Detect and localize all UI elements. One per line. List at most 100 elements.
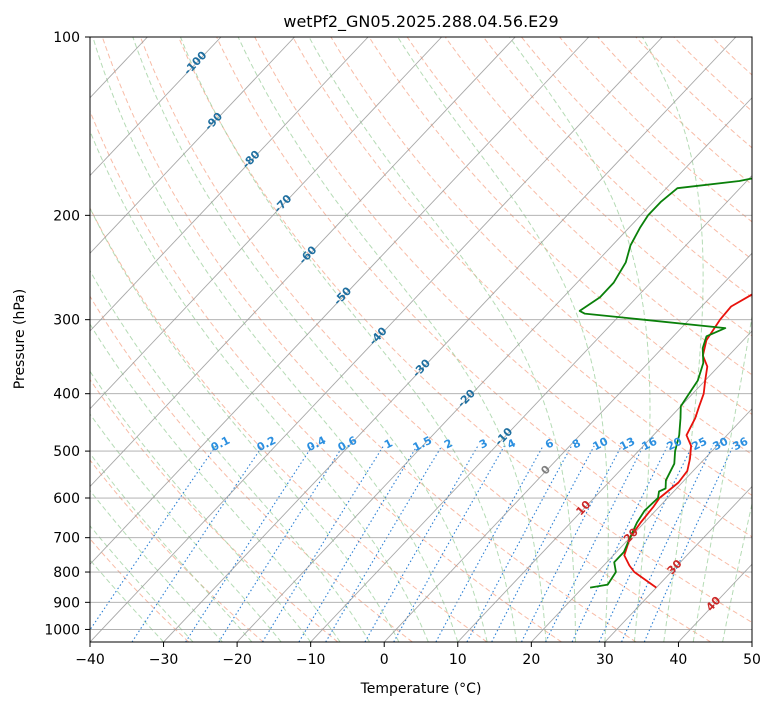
mixing-ratio-label: 13 xyxy=(618,435,638,454)
isotherm xyxy=(751,641,752,642)
mixing-ratio-line xyxy=(298,445,418,642)
x-tick-label: 50 xyxy=(743,652,761,668)
isotherm xyxy=(90,37,369,332)
dry-adiabat xyxy=(368,37,752,415)
isotherm xyxy=(678,563,752,642)
moist-adiabat xyxy=(397,37,609,642)
mixing-ratio-label: 3 xyxy=(477,436,490,451)
moist-adiabat xyxy=(132,37,488,642)
dry-adiabat xyxy=(520,37,752,261)
isotherm xyxy=(90,37,442,410)
x-tick-label: −40 xyxy=(75,652,105,668)
y-tick-label: 1000 xyxy=(44,622,80,638)
dry-adiabat xyxy=(596,37,752,186)
mixing-ratio-line xyxy=(90,445,217,631)
isotherm xyxy=(163,37,737,642)
dry-adiabat xyxy=(90,109,562,642)
isotherm-label: -100 xyxy=(181,48,210,77)
isotherm xyxy=(90,37,222,177)
profile-lines xyxy=(578,177,752,589)
isotherm-label: -70 xyxy=(271,192,294,216)
isotherm xyxy=(90,37,516,488)
moist-adiabat xyxy=(692,313,752,642)
isotherm xyxy=(383,252,752,642)
isotherm xyxy=(236,97,752,642)
mixing-ratio-line xyxy=(218,445,344,642)
moist-adiabat xyxy=(722,501,752,642)
isotherm-label: -40 xyxy=(367,324,390,348)
moist-adiabat xyxy=(508,37,651,642)
moist-adiabat xyxy=(90,129,429,642)
dry-adiabat xyxy=(292,37,752,496)
moist-adiabat xyxy=(92,37,459,642)
temperature-line xyxy=(623,293,752,589)
mixing-ratio-line xyxy=(491,445,595,642)
x-tick-label: 10 xyxy=(449,652,467,668)
chart-title: wetPf2_GN05.2025.288.04.56.E29 xyxy=(283,12,558,32)
dry-adiabat xyxy=(635,37,752,149)
moist-adiabat xyxy=(641,37,704,642)
mixing-ratio-label: 6 xyxy=(543,436,556,451)
mixing-ratio-label: 16 xyxy=(640,435,660,454)
isotherm xyxy=(90,37,590,565)
dry-adiabat xyxy=(254,37,752,538)
dry-adiabat xyxy=(558,37,752,223)
moist-adiabat xyxy=(90,413,282,642)
isotherm xyxy=(457,330,752,642)
moist-adiabat xyxy=(179,37,518,642)
mixing-ratio-line xyxy=(262,445,384,642)
mixing-ratio-line xyxy=(325,445,443,642)
x-tick-label: 40 xyxy=(670,652,688,668)
x-tick-label: 20 xyxy=(522,652,540,668)
plot-frame xyxy=(89,36,753,643)
mixing-ratio-line xyxy=(545,445,644,642)
dry-adiabat xyxy=(444,37,752,337)
x-tick-label: −20 xyxy=(222,652,252,668)
mixing-ratio-label: 20 xyxy=(665,435,685,454)
dry-adiabat xyxy=(330,37,752,456)
moist-adiabat xyxy=(90,269,370,642)
isotherm-label: -20 xyxy=(455,387,478,411)
mixing-ratio-line xyxy=(571,445,669,642)
isotherm-label: 10 xyxy=(573,498,593,518)
x-tick-label: −30 xyxy=(149,652,179,668)
dry-adiabat xyxy=(216,37,752,580)
mixing-ratio-label: 36 xyxy=(731,435,751,454)
moist-adiabat xyxy=(90,323,341,642)
isotherm-label: -30 xyxy=(410,356,433,380)
isotherm-label: 20 xyxy=(621,525,641,545)
x-tick-label: 0 xyxy=(380,652,389,668)
moist-adiabat xyxy=(308,37,576,642)
isotherm-label: 40 xyxy=(703,594,723,614)
dry-adiabat xyxy=(482,37,752,299)
mixing-ratio-label: 1 xyxy=(382,436,395,451)
mixing-ratio-line xyxy=(185,445,313,642)
dry-adiabat xyxy=(90,459,264,642)
mixing-ratio-line xyxy=(364,445,479,642)
dry-adiabat xyxy=(749,37,752,40)
x-tick-label: 30 xyxy=(596,652,614,668)
x-tick-label: −10 xyxy=(296,652,326,668)
mixing-ratio-line xyxy=(131,445,263,642)
dry-adiabat xyxy=(90,295,413,642)
moist-adiabat xyxy=(90,489,223,642)
moist-adiabat xyxy=(237,37,547,642)
y-axis-label: Pressure (hPa) xyxy=(12,289,28,389)
y-tick-label: 800 xyxy=(53,565,80,581)
mixing-ratio-line xyxy=(435,445,544,642)
y-tick-label: 900 xyxy=(53,595,80,611)
mixing-ratio-line xyxy=(621,445,714,642)
moist-adiabat xyxy=(90,559,164,642)
dry-adiabat xyxy=(673,37,752,112)
y-tick-label: 700 xyxy=(53,531,80,547)
y-tick-label: 500 xyxy=(53,444,80,460)
isotherm xyxy=(531,408,752,642)
mixing-ratio-label: 30 xyxy=(711,435,731,454)
isotherm-label-zero: 0 xyxy=(538,463,553,478)
isotherm xyxy=(604,485,752,642)
y-tick-label: 400 xyxy=(53,387,80,403)
mixing-ratio-label: 25 xyxy=(690,435,710,454)
mixing-ratio-label: 10 xyxy=(591,435,611,454)
axes: −40 −30 −20 −10 0 10 20 30 40 5010020030040050060… xyxy=(44,30,761,668)
